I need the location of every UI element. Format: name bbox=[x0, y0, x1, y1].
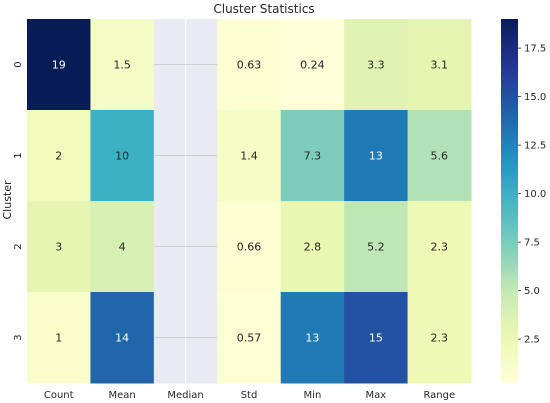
cell-value-label: 5.2 bbox=[367, 241, 385, 254]
column-tick-label: Std bbox=[241, 390, 258, 401]
row-tick-label: 1 bbox=[13, 152, 24, 158]
heatmap-cell bbox=[27, 201, 91, 293]
colorbar-tick-label: 12.5 bbox=[524, 141, 546, 152]
cell-value-label: 13 bbox=[369, 150, 383, 163]
colorbar-tick-label: 10.0 bbox=[524, 189, 546, 200]
heatmap-cell bbox=[217, 19, 282, 111]
column-tick-label: Min bbox=[304, 390, 322, 401]
column-tick-label: Count bbox=[44, 390, 74, 401]
cell-value-label: 10 bbox=[115, 150, 129, 163]
heatmap-cell bbox=[407, 110, 472, 202]
heatmap-cell bbox=[217, 201, 282, 293]
cell-value-label: 3.1 bbox=[431, 59, 449, 72]
chart-title: Cluster Statistics bbox=[213, 2, 314, 16]
cell-value-label: 0.24 bbox=[300, 59, 325, 72]
heatmap-cell bbox=[90, 110, 155, 202]
cell-value-label: 2.3 bbox=[431, 241, 449, 254]
cell-value-label: 19 bbox=[52, 59, 66, 72]
cell-value-label: 0.66 bbox=[237, 241, 262, 254]
heatmap-cell bbox=[280, 201, 345, 293]
colorbar-gradient bbox=[501, 19, 518, 383]
colorbar-tick-label: 17.5 bbox=[524, 44, 546, 55]
cell-value-label: 14 bbox=[115, 332, 129, 345]
heatmap-cell bbox=[407, 19, 472, 111]
cell-value-label: 3 bbox=[55, 241, 62, 254]
colorbar-tick-label: 15.0 bbox=[524, 92, 546, 103]
cell-value-label: 0.63 bbox=[237, 59, 262, 72]
heatmap-cell bbox=[217, 292, 282, 384]
heatmap-cell bbox=[344, 292, 409, 384]
row-tick-labels: 0 1 2 3 bbox=[13, 61, 24, 340]
cell-value-label: 4 bbox=[119, 241, 126, 254]
heatmap-cell bbox=[344, 201, 409, 293]
heatmap-cell bbox=[280, 292, 345, 384]
heatmap-cell bbox=[90, 201, 155, 293]
column-tick-label: Mean bbox=[109, 390, 136, 401]
heatmap-cells: 19 1.5 0.63 0.24 3.3 3.1 2 10 1.4 7.3 13 5.6 3 4 0.66 2… bbox=[27, 19, 472, 384]
column-tick-label: Max bbox=[366, 390, 387, 401]
colorbar-tick-label: 7.5 bbox=[524, 238, 540, 249]
cell-value-label: 7.3 bbox=[304, 150, 322, 163]
cell-value-label: 13 bbox=[305, 332, 319, 345]
heatmap-cell bbox=[27, 19, 91, 111]
heatmap-cell bbox=[217, 110, 282, 202]
heatmap-cell bbox=[344, 110, 409, 202]
cell-value-label: 1.5 bbox=[113, 59, 131, 72]
cell-value-label: 15 bbox=[369, 332, 383, 345]
heatmap-cell bbox=[407, 201, 472, 293]
column-tick-labels: Count Mean Median Std Min Max Range bbox=[44, 390, 455, 401]
cell-value-label: 5.6 bbox=[431, 150, 449, 163]
heatmap-cell bbox=[280, 110, 345, 202]
cell-value-label: 2 bbox=[55, 150, 62, 163]
cell-value-label: 0.57 bbox=[237, 332, 262, 345]
row-tick-label: 0 bbox=[13, 61, 24, 67]
cell-value-label: 1.4 bbox=[240, 150, 258, 163]
heatmap-cell bbox=[344, 19, 409, 111]
column-tick-label: Range bbox=[423, 390, 455, 401]
heatmap-cell bbox=[407, 292, 472, 384]
cell-value-label: 3.3 bbox=[367, 59, 385, 72]
colorbar: 2.5 5.0 7.5 10.0 12.5 15.0 17.5 bbox=[501, 19, 546, 383]
heatmap-cell bbox=[27, 110, 91, 202]
cell-value-label: 2.8 bbox=[304, 241, 322, 254]
heatmap-cell bbox=[90, 19, 155, 111]
heatmap-cell bbox=[90, 292, 155, 384]
y-axis-label: Cluster bbox=[1, 180, 14, 220]
cell-value-label: 1 bbox=[55, 332, 62, 345]
colorbar-tick-label: 2.5 bbox=[524, 335, 540, 346]
column-tick-label: Median bbox=[167, 390, 203, 401]
heatmap-cell bbox=[280, 19, 345, 111]
heatmap-cell bbox=[27, 292, 91, 384]
cell-value-label: 2.3 bbox=[431, 332, 449, 345]
row-tick-label: 3 bbox=[13, 334, 24, 340]
colorbar-tick-label: 5.0 bbox=[524, 286, 540, 297]
row-tick-label: 2 bbox=[13, 243, 24, 249]
